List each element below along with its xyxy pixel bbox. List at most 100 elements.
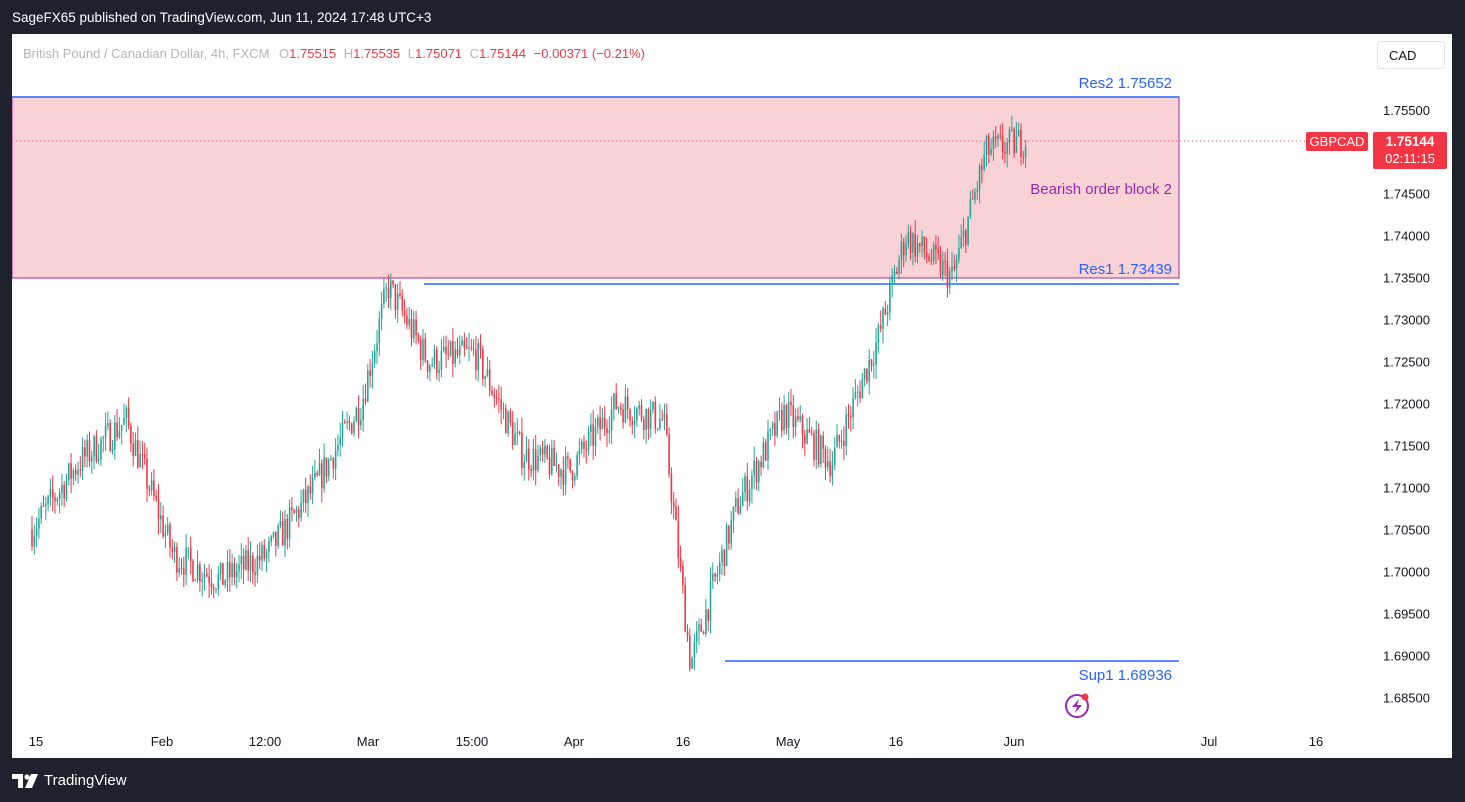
price-axis[interactable]: 1.755001.750001.745001.740001.735001.730… [1383, 103, 1430, 706]
candle-body [183, 568, 185, 575]
candle-body [988, 136, 990, 155]
candle-body [746, 476, 749, 502]
candle-body [330, 458, 332, 460]
price-tick-label: 1.69500 [1383, 607, 1430, 622]
candle-body [939, 253, 942, 276]
time-tick-label: Jun [1004, 734, 1025, 749]
candle-body [707, 609, 709, 621]
candle-body [77, 469, 79, 475]
candle-body [684, 585, 686, 632]
candle-body [401, 296, 404, 311]
price-tick-label: 1.69000 [1383, 649, 1430, 664]
candle-body [187, 547, 190, 549]
candle-body [486, 369, 489, 377]
candle-body [794, 416, 797, 428]
candle-body [222, 563, 224, 585]
tradingview-brand[interactable]: TradingView [12, 772, 127, 789]
candle-body [293, 510, 295, 514]
candle-body [155, 495, 157, 499]
candle-body [116, 422, 118, 438]
candle-body [1006, 142, 1008, 154]
candle-body [160, 515, 162, 520]
candle-body [201, 579, 203, 582]
candle-body [215, 588, 217, 590]
candle-body [1024, 146, 1027, 158]
candle-body [353, 421, 355, 434]
ohlc-legend: British Pound / Canadian Dollar, 4h, FXC… [23, 46, 649, 61]
chart-area[interactable]: Res2 1.75652 Res1 1.73439 Sup1 1.68936 B… [12, 34, 1452, 758]
candle-body [1015, 136, 1018, 153]
symbol-tag-text: GBPCAD [1310, 134, 1365, 149]
currency-button[interactable]: CAD [1377, 41, 1445, 69]
candle-body [426, 360, 429, 372]
price-chart[interactable]: Res2 1.75652 Res1 1.73439 Sup1 1.68936 B… [12, 34, 1452, 758]
candle-body [557, 464, 560, 477]
candle-body [355, 407, 358, 422]
time-axis[interactable]: 15 Feb 12:00 Mar 15:00 Apr 16 May 16 Jun Jul 16 [29, 734, 1323, 749]
candle-body [109, 423, 111, 452]
candle-body [764, 442, 767, 461]
candle-body [808, 429, 811, 433]
candle-body [691, 657, 693, 669]
candle-body [399, 293, 401, 297]
candle-body [316, 472, 318, 476]
candle-body [141, 454, 144, 456]
candle-body [302, 489, 305, 503]
bearish-order-block-zone[interactable] [12, 96, 1180, 279]
candle-body [65, 480, 68, 499]
candle-body [599, 417, 601, 430]
candle-body [741, 492, 744, 506]
candle-body [868, 359, 870, 382]
candle-body [447, 354, 450, 356]
candle-body [1022, 156, 1025, 158]
candle-body [937, 249, 939, 254]
candle-body [148, 488, 151, 491]
candle-body [935, 244, 937, 250]
candle-body [104, 425, 107, 438]
candle-body [967, 216, 969, 245]
candle-body [58, 492, 61, 500]
candle-body [390, 280, 392, 299]
candle-body [730, 520, 732, 544]
candle-body [760, 461, 762, 468]
lightning-icon[interactable] [1065, 693, 1089, 718]
candle-body [744, 476, 746, 493]
candle-body [951, 266, 953, 272]
candle-body [495, 397, 498, 399]
candle-body [833, 447, 836, 465]
candle-body [357, 407, 360, 426]
candle-body [640, 404, 643, 419]
candle-body [403, 310, 406, 316]
candle-body [139, 454, 141, 468]
candle-body [532, 448, 535, 471]
candle-body [509, 411, 512, 423]
price-tick-label: 1.71500 [1383, 439, 1430, 454]
candle-body [1017, 129, 1020, 137]
candle-body [571, 471, 574, 481]
candle-body [567, 456, 569, 459]
candle-body [484, 376, 486, 380]
candle-body [652, 401, 654, 410]
candle-body [902, 241, 905, 256]
candle-body [739, 505, 742, 514]
candle-body [916, 243, 919, 257]
candle-body [1011, 128, 1013, 130]
candle-body [1020, 129, 1022, 157]
candle-body [815, 429, 818, 460]
candle-body [68, 463, 70, 481]
candle-body [700, 624, 703, 632]
candle-body [553, 447, 555, 467]
price-tick-label: 1.73000 [1383, 313, 1430, 328]
candle-body [493, 394, 496, 398]
candle-body [787, 401, 790, 428]
candle-body [465, 347, 468, 349]
candle-body [84, 447, 86, 457]
candle-body [295, 509, 298, 514]
price-tag-box [1373, 132, 1447, 169]
candle-body [702, 631, 705, 634]
candle-body [419, 340, 422, 360]
candle-body [373, 351, 376, 364]
candle-body [693, 641, 696, 658]
candle-body [1013, 128, 1015, 153]
candle-body [413, 319, 415, 339]
